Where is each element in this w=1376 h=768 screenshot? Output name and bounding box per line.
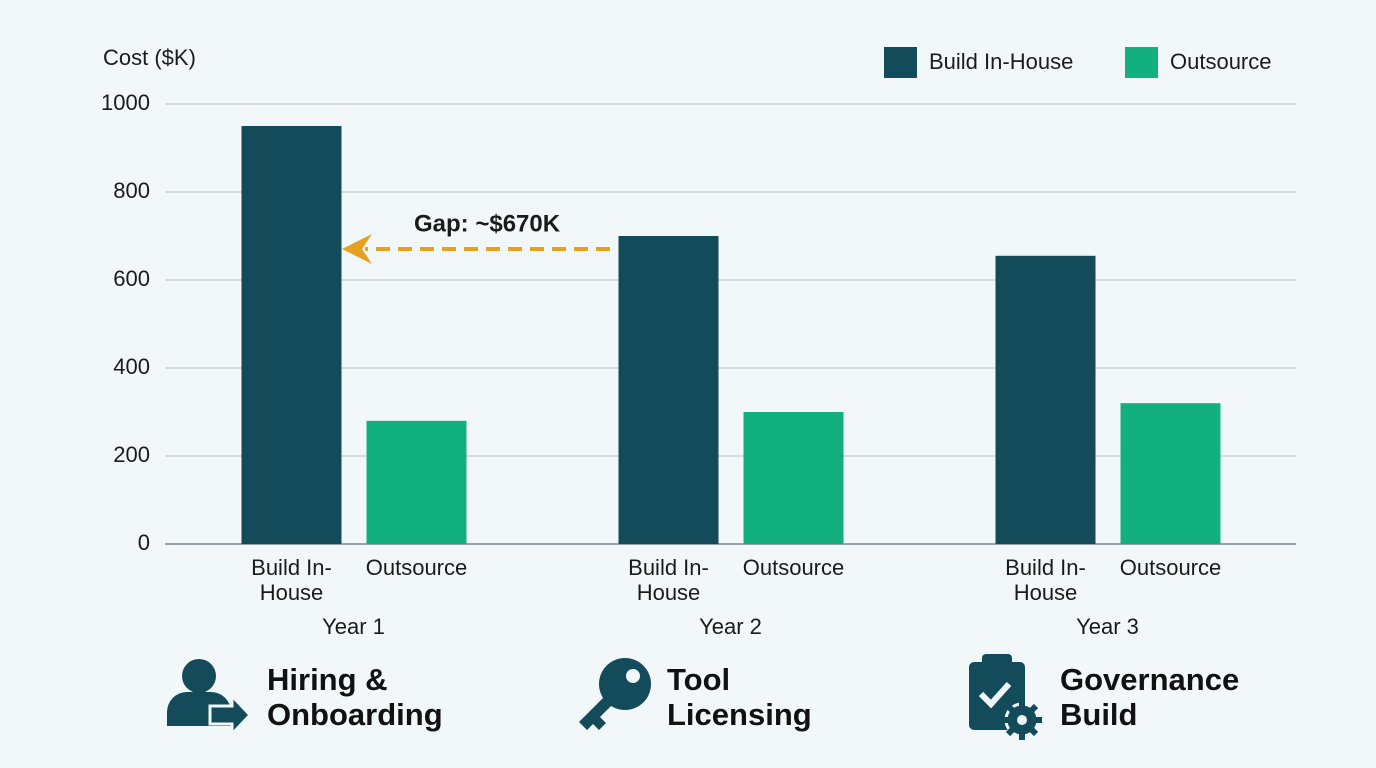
x-group-label: Year 3: [1076, 614, 1139, 639]
icon-hiring: [167, 659, 253, 738]
theme-label: Governance Build: [1060, 662, 1240, 732]
y-tick-label: 1000: [101, 90, 150, 115]
bar-label: Outsource: [1119, 555, 1222, 580]
y-tick-label: 600: [113, 266, 150, 291]
icon-governance: [969, 654, 1042, 740]
y-tick-label: 400: [113, 354, 150, 379]
bar: [1120, 403, 1221, 544]
legend-label: Build In-House: [929, 49, 1073, 74]
y-tick-label: 200: [113, 442, 150, 467]
bar-label: Build In-House: [628, 555, 709, 605]
y-axis-label: Cost ($K): [103, 45, 196, 70]
bar: [743, 412, 844, 544]
theme-label: Tool Licensing: [667, 662, 812, 732]
annotation: Gap: ~$670K: [414, 210, 561, 237]
bar-label: Outsource: [742, 555, 845, 580]
bar-label: Outsource: [365, 555, 468, 580]
y-tick-label: 800: [113, 178, 150, 203]
x-group-label: Year 1: [322, 614, 385, 639]
bar: [241, 126, 342, 544]
y-tick-label: 0: [138, 530, 150, 555]
x-group-label: Year 2: [699, 614, 762, 639]
bar: [366, 420, 467, 544]
theme-label: Hiring & Onboarding: [267, 662, 443, 732]
bar: [618, 236, 719, 544]
gap-arrow: [342, 234, 610, 264]
bar-label: Build In-House: [1005, 555, 1086, 605]
bar: [995, 255, 1096, 545]
bar-label: Build In-House: [251, 555, 332, 605]
legend-label: Outsource: [1170, 49, 1272, 74]
icon-key: [579, 658, 651, 730]
legend-swatch: [884, 47, 917, 78]
legend-swatch: [1125, 47, 1158, 78]
